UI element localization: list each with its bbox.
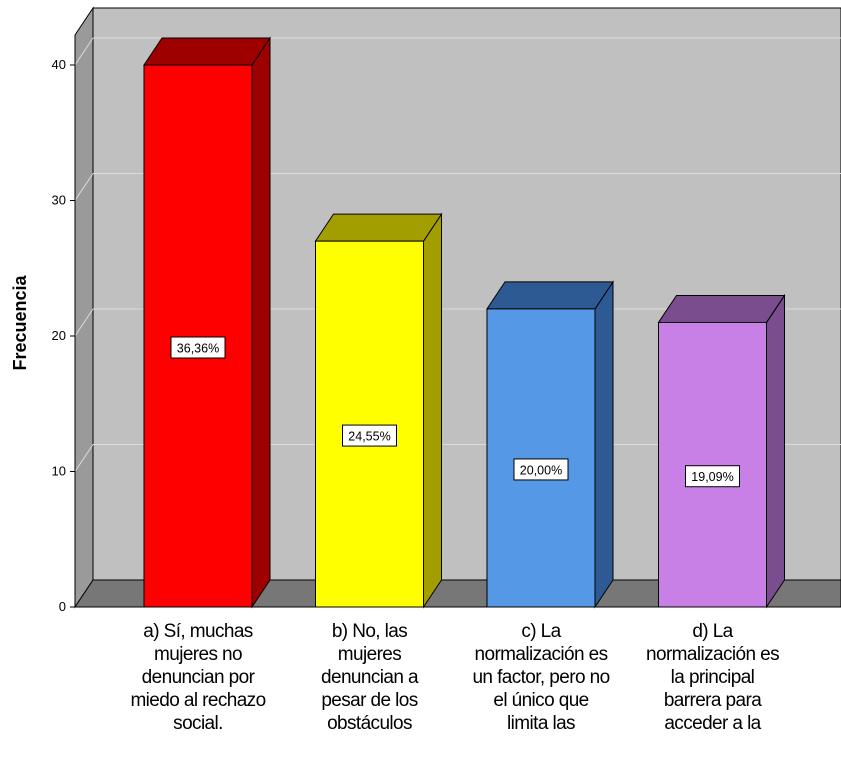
data-label-box	[513, 458, 569, 481]
bar-front	[315, 240, 424, 608]
bar-top	[486, 281, 614, 310]
gridline-side	[74, 444, 94, 472]
bar-side	[423, 212, 442, 609]
y-tick-label: 20	[52, 328, 66, 343]
y-tick-label: 0	[59, 599, 66, 614]
bar-top	[143, 37, 271, 66]
data-label-text: 24,55%	[348, 430, 390, 444]
y-tick-label: 10	[52, 464, 66, 479]
y-axis: 0 10 20 30 40	[52, 35, 76, 614]
bar	[657, 293, 786, 609]
x-tick-label: c) La normalización es un factor, pero n…	[472, 621, 610, 734]
bar	[143, 36, 271, 609]
bar-side	[251, 36, 271, 609]
y-axis-label: Frecuencia	[10, 274, 30, 370]
data-label-box	[342, 424, 397, 447]
data-label-text: 20,00%	[520, 463, 562, 477]
data-label-box	[685, 465, 740, 488]
bar-front	[658, 321, 767, 608]
data-label-text: 19,09%	[691, 470, 733, 484]
data-label: 24,55%	[342, 424, 397, 447]
x-tick-label: b) No, las mujeres denuncian a pesar de …	[321, 621, 419, 734]
data-label-box	[170, 336, 226, 359]
bar-front	[143, 64, 253, 608]
gridline-side	[74, 173, 94, 201]
bar-top	[314, 213, 443, 242]
data-label: 36,36%	[170, 336, 226, 359]
x-tick-label: d) La normalización es la principal barr…	[646, 621, 780, 734]
y-tick-label: 30	[52, 193, 66, 208]
y-tick-label: 40	[52, 57, 66, 72]
bar-side	[766, 293, 785, 609]
bars	[143, 36, 786, 609]
bar-front	[486, 308, 596, 608]
bar	[486, 280, 614, 609]
data-label: 20,00%	[513, 458, 569, 481]
gridline-side	[74, 308, 94, 337]
bar-top	[657, 294, 786, 323]
chart-left-wall	[74, 6, 94, 609]
bar	[314, 212, 443, 609]
data-label-text: 36,36%	[177, 342, 219, 356]
data-label: 19,09%	[685, 465, 740, 488]
gridline-side	[74, 37, 94, 66]
x-tick-label: a) Sí, muchas mujeres no denuncian por m…	[130, 621, 266, 734]
data-labels: 36,36% 24,55% 20,00% 19,09%	[170, 336, 740, 488]
bar-side	[594, 280, 614, 609]
